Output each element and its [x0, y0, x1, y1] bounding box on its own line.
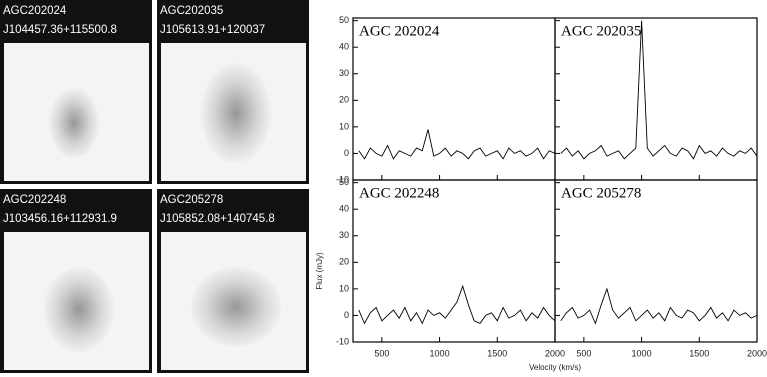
- thumbnail: AGC202024 J104457.36+115500.8: [0, 0, 152, 184]
- x-tick-label: 2000: [747, 348, 767, 358]
- y-tick-label: 50: [339, 177, 349, 187]
- galaxy-id: J103456.16+112931.9: [3, 213, 117, 225]
- x-tick-label: 1500: [487, 348, 507, 358]
- spectrum-line: [560, 20, 758, 160]
- y-tick-label: 0: [344, 310, 349, 320]
- panel-title: AGC 202035: [561, 23, 641, 39]
- galaxy-id: J105852.08+140745.8: [160, 213, 275, 225]
- x-tick-label: 500: [576, 348, 591, 358]
- spectrum-line: [560, 287, 758, 325]
- y-axis-label: Flux (mJy): [315, 252, 324, 290]
- y-tick-label: 30: [339, 230, 349, 240]
- panel-frame: [352, 17, 556, 181]
- y-tick-label: 10: [339, 121, 349, 131]
- galaxy-name: AGC205278: [160, 194, 224, 206]
- y-tick-label: -10: [336, 174, 349, 184]
- galaxy-id: J105613.91+120037: [160, 24, 266, 36]
- x-tick-label: 1500: [689, 348, 709, 358]
- thumbnail: AGC202035 J105613.91+120037: [157, 0, 309, 184]
- y-tick-label: 10: [339, 283, 349, 293]
- x-tick-label: 2000: [545, 348, 565, 358]
- galaxy-name: AGC202035: [160, 5, 224, 17]
- y-tick-label: 50: [339, 15, 349, 25]
- y-tick-label: 40: [339, 42, 349, 52]
- thumbnail: AGC202248 J103456.16+112931.9: [0, 189, 152, 373]
- galaxy-id: J104457.36+115500.8: [3, 24, 117, 36]
- panel-title: AGC 202024: [359, 23, 440, 39]
- panel-frame: [554, 17, 758, 181]
- y-tick-label: 20: [339, 95, 349, 105]
- panel-title: AGC 202248: [359, 185, 439, 201]
- galaxy-name: AGC202024: [3, 5, 67, 17]
- x-tick-label: 1000: [632, 348, 652, 358]
- thumbnail: AGC205278 J105852.08+140745.8: [157, 189, 309, 373]
- x-tick-label: 1000: [430, 348, 450, 358]
- x-axis-label: Velocity (km/s): [529, 363, 581, 372]
- y-tick-label: 20: [339, 257, 349, 267]
- panel-frame: [554, 179, 758, 343]
- spectrum-line: [358, 129, 556, 160]
- y-tick-label: 0: [344, 148, 349, 158]
- y-tick-label: -10: [336, 336, 349, 346]
- y-tick-label: 40: [339, 204, 349, 214]
- galaxy-name: AGC202248: [3, 194, 67, 206]
- x-tick-label: 500: [374, 348, 389, 358]
- spectra: -10 0 10 20 30 40 50 AGC 202024 AGC 202035 -10 0 10…: [315, 15, 767, 372]
- spectrum-line: [358, 284, 556, 325]
- panel-title: AGC 205278: [561, 185, 641, 201]
- y-tick-label: 30: [339, 68, 349, 78]
